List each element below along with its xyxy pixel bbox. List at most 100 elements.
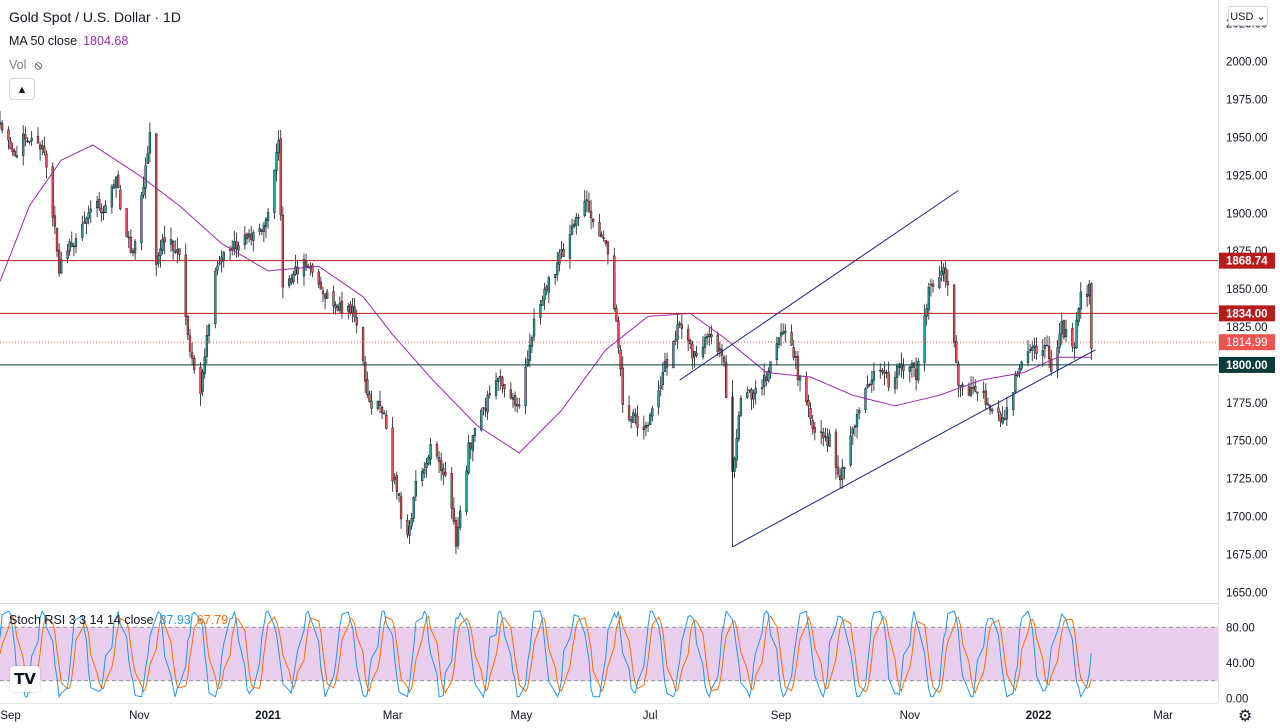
candle-down <box>988 404 992 415</box>
candle-down <box>7 126 10 150</box>
candle-body <box>456 526 460 546</box>
candle-up <box>718 341 721 358</box>
eye-crossed-icon[interactable]: ⦸ <box>34 58 43 72</box>
price-axis[interactable]: 2025.002000.001975.001950.001925.001900.… <box>1218 0 1280 728</box>
candle-body <box>893 377 897 389</box>
ma-legend[interactable]: MA 50 close 1804.68 <box>9 34 128 48</box>
candle-up <box>262 221 266 243</box>
candle-up <box>292 270 295 285</box>
candle-down <box>1047 336 1051 369</box>
candle-body <box>408 526 411 536</box>
time-tick-label: Sep <box>771 710 791 722</box>
candle-body <box>775 343 778 361</box>
candle-down <box>984 383 987 411</box>
candle-body <box>592 218 595 223</box>
candle-body <box>353 306 356 318</box>
candle-down <box>646 422 650 432</box>
candle-up <box>541 295 544 306</box>
ma-50-path <box>0 144 1092 454</box>
candle-down <box>442 463 445 486</box>
candle-up <box>148 122 152 163</box>
candle-body <box>1085 293 1089 297</box>
candle-down <box>155 133 158 277</box>
candle-down <box>1062 319 1066 340</box>
candle-body <box>216 265 219 272</box>
candle-body <box>7 129 10 141</box>
candle-up <box>351 297 354 323</box>
candle-up <box>855 408 859 439</box>
candle-body <box>982 391 985 393</box>
time-axis[interactable]: Sep Nov 2021 Mar May Jul Sep Nov 2022 Mar <box>0 710 1173 722</box>
candle-body <box>131 250 135 253</box>
candle-body <box>266 212 270 221</box>
candle-body <box>0 122 2 125</box>
stoch-tick-label: 40.00 <box>1226 658 1255 670</box>
candle-up <box>275 143 278 182</box>
candle-body <box>100 208 103 213</box>
ma-label: MA 50 close <box>9 34 78 48</box>
candle-down <box>184 243 187 326</box>
candle-body <box>247 233 251 238</box>
candle-body <box>467 442 470 474</box>
candle-body <box>144 165 147 189</box>
candle-body <box>499 375 502 379</box>
stoch-band <box>0 627 1218 681</box>
candle-down <box>250 225 253 246</box>
candle-up <box>674 330 677 346</box>
candle-body <box>22 133 25 156</box>
stoch-legend[interactable]: Stoch RSI 3 3 14 14 close 37.93 67.79 <box>9 613 228 627</box>
candle-up <box>1056 339 1059 378</box>
candle-body <box>748 389 751 392</box>
price-tick-label: 1650.00 <box>1226 587 1268 599</box>
candle-down <box>587 192 591 213</box>
tradingview-logo[interactable]: TV <box>10 666 40 692</box>
candle-body <box>600 234 603 238</box>
candle-body <box>36 135 40 144</box>
candle-body <box>1071 328 1074 347</box>
candle-body <box>53 215 57 227</box>
candle-body <box>642 426 645 431</box>
candle-body <box>163 237 166 243</box>
candle-body <box>693 351 696 357</box>
level-label-bg <box>1219 252 1275 269</box>
vol-legend[interactable]: Vol ⦸ <box>9 58 42 73</box>
price-tick-label: 1750.00 <box>1226 436 1268 448</box>
candle-up <box>266 207 270 229</box>
candle-body <box>851 428 854 435</box>
candle-down <box>53 206 57 235</box>
candle-down <box>117 170 120 189</box>
candle-body <box>630 419 633 422</box>
candle-body <box>649 414 652 426</box>
candle-down <box>395 471 398 500</box>
candle-body <box>250 234 253 240</box>
candle-body <box>364 361 367 382</box>
candle-up <box>644 421 648 437</box>
candle-up <box>22 125 25 166</box>
currency-selector[interactable]: USD ⌄ <box>1228 6 1268 26</box>
candle-body <box>539 304 542 318</box>
candle-down <box>399 491 403 529</box>
candle-body <box>380 406 384 414</box>
candle-up <box>870 370 873 393</box>
candle-body <box>927 286 930 311</box>
candle-body <box>944 268 947 282</box>
symbol-title[interactable]: Gold Spot / U.S. Dollar · 1D <box>9 9 181 25</box>
candle-down <box>340 291 344 319</box>
candle-up <box>733 456 736 478</box>
candle-up <box>110 184 114 214</box>
candle-body <box>1001 417 1004 424</box>
candle-down <box>971 376 975 395</box>
gear-icon[interactable]: ⚙ <box>1238 708 1253 725</box>
collapse-legend-button[interactable]: ▲ <box>9 78 35 100</box>
candle-body <box>427 457 430 465</box>
candle-body <box>606 241 610 255</box>
candle-up <box>429 438 432 466</box>
candle-down <box>178 248 181 261</box>
candle-up <box>1045 335 1049 347</box>
ma-50-line <box>0 144 1092 454</box>
candle-down <box>380 405 384 420</box>
candle-up <box>530 335 534 353</box>
candle-down <box>366 371 369 398</box>
candle-body <box>615 308 618 322</box>
